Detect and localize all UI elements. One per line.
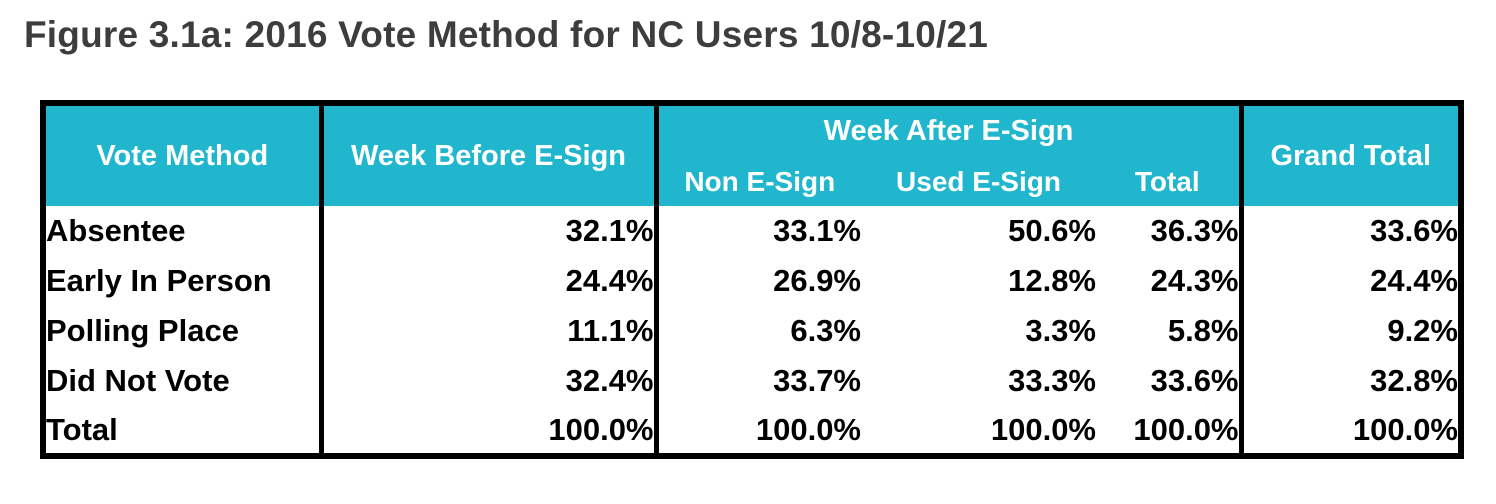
used-esign-value: 33.3% <box>1008 363 1096 398</box>
table-row-total: Total 100.0% 100.0% 100.0% 100.0% 100.0% <box>43 406 1461 456</box>
column-subheader-used-esign: Used E-Sign <box>861 157 1096 206</box>
week-after-total-value: 33.6% <box>1096 356 1244 406</box>
week-before-value: 32.1% <box>321 206 659 256</box>
column-group-header-week-after-esign: Week After E-Sign <box>656 103 1244 157</box>
vote-method-table: Vote Method Week Before E-Sign Week Afte… <box>40 100 1464 459</box>
week-before-value: 100.0% <box>321 406 659 456</box>
column-header-grand-total: Grand Total <box>1241 103 1461 206</box>
used-esign-value: 100.0% <box>990 411 1096 447</box>
column-header-vote-method: Vote Method <box>43 103 324 206</box>
row-label: Did Not Vote <box>43 356 324 406</box>
grand-total-value: 24.4% <box>1370 263 1458 298</box>
week-after-total-value: 36.3% <box>1096 206 1244 256</box>
row-label: Early In Person <box>43 256 324 306</box>
row-label: Polling Place <box>43 306 324 356</box>
non-esign-value: 33.7% <box>773 363 861 398</box>
week-after-total-value: 5.8% <box>1096 306 1244 356</box>
table-row-early-in-person: Early In Person 24.4% 26.9% 12.8% 24.3% … <box>43 256 1461 306</box>
table-row-did-not-vote: Did Not Vote 32.4% 33.7% 33.3% 33.6% 32.… <box>43 356 1461 406</box>
used-esign-value: 3.3% <box>1025 313 1096 348</box>
grand-total-value: 32.8% <box>1370 363 1458 398</box>
grand-total-value: 9.2% <box>1387 313 1458 348</box>
non-esign-value: 6.3% <box>790 313 861 348</box>
non-esign-value: 100.0% <box>755 411 861 447</box>
table-row-polling-place: Polling Place 11.1% 6.3% 3.3% 5.8% 9.2% <box>43 306 1461 356</box>
column-header-week-before-esign: Week Before E-Sign <box>321 103 659 206</box>
week-after-total-value: 100.0% <box>1096 406 1244 456</box>
used-esign-value: 50.6% <box>1008 213 1096 248</box>
figure-title: Figure 3.1a: 2016 Vote Method for NC Use… <box>24 14 989 55</box>
week-before-value: 32.4% <box>321 356 659 406</box>
non-esign-value: 26.9% <box>773 263 861 298</box>
week-before-value: 24.4% <box>321 256 659 306</box>
non-esign-value: 33.1% <box>773 213 861 248</box>
row-label: Absentee <box>43 206 324 256</box>
week-before-value: 11.1% <box>321 306 659 356</box>
column-subheader-week-after-total: Total <box>1096 157 1244 206</box>
grand-total-value: 100.0% <box>1352 411 1458 447</box>
column-subheader-non-esign: Non E-Sign <box>656 157 861 206</box>
week-after-total-value: 24.3% <box>1096 256 1244 306</box>
table-row-absentee: Absentee 32.1% 33.1% 50.6% 36.3% 33.6% <box>43 206 1461 256</box>
grand-total-value: 33.6% <box>1370 213 1458 248</box>
used-esign-value: 12.8% <box>1008 263 1096 298</box>
row-label: Total <box>43 406 324 456</box>
